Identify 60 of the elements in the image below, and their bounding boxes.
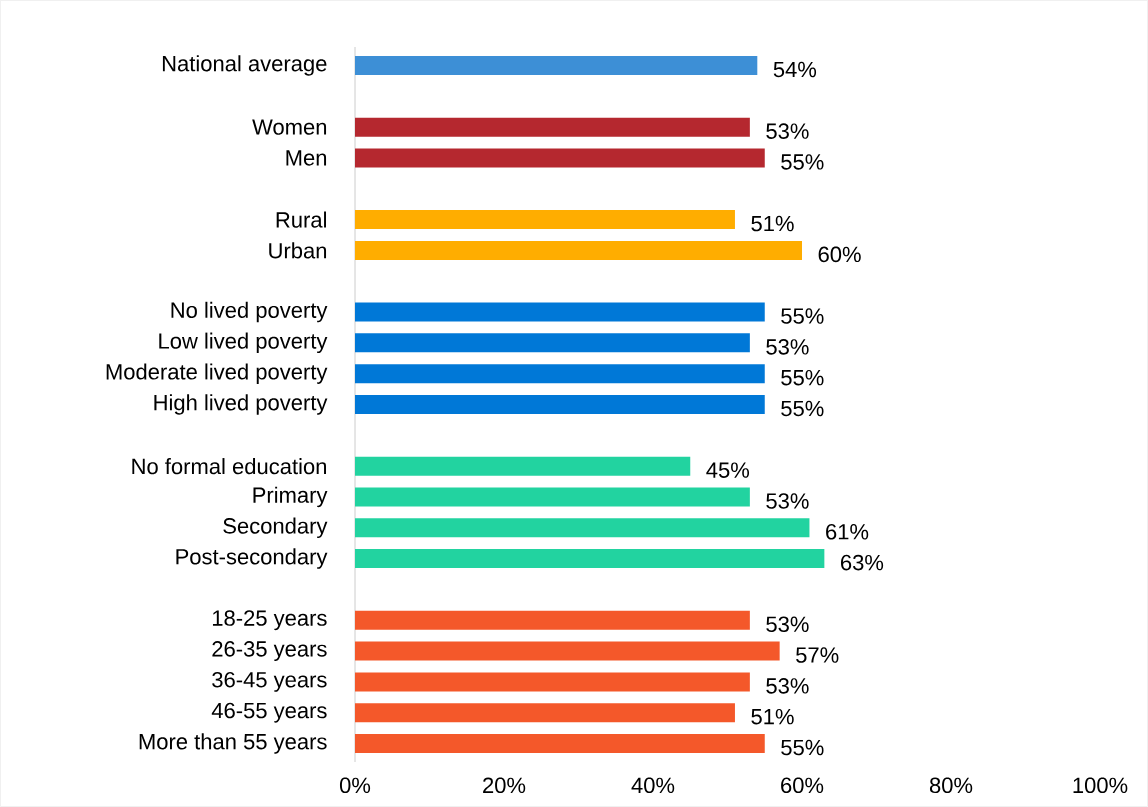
x-tick-label: 0% bbox=[339, 777, 371, 794]
bar bbox=[355, 395, 765, 415]
data-label: 53% bbox=[766, 616, 809, 633]
data-label: 55% bbox=[781, 154, 824, 170]
y-tick-label: Secondary bbox=[223, 517, 328, 539]
y-tick-label: Post-secondary bbox=[176, 548, 328, 569]
bar bbox=[355, 55, 758, 75]
y-tick-label: 18-25 years bbox=[212, 610, 327, 631]
data-label: 61% bbox=[826, 523, 869, 540]
y-tick-label: Primary bbox=[253, 486, 328, 508]
x-tick-label: 40% bbox=[631, 777, 675, 794]
data-label: 57% bbox=[796, 647, 839, 663]
data-label: 51% bbox=[751, 708, 794, 725]
bar bbox=[355, 549, 825, 569]
data-label: 53% bbox=[766, 123, 809, 139]
bar bbox=[355, 302, 765, 322]
data-label: 55% bbox=[781, 369, 824, 386]
bar bbox=[355, 703, 735, 723]
data-label: 54% bbox=[773, 61, 817, 78]
bar bbox=[355, 610, 750, 630]
x-tick-label: 20% bbox=[483, 777, 526, 794]
bar bbox=[355, 672, 750, 692]
y-tick-label: No formal education bbox=[132, 458, 326, 475]
bar bbox=[355, 117, 750, 137]
y-tick-label: 26-35 years bbox=[212, 641, 327, 662]
bar bbox=[355, 364, 765, 384]
y-tick-label: 46-55 years bbox=[211, 702, 327, 723]
bar bbox=[355, 210, 735, 230]
bar bbox=[355, 456, 691, 476]
x-tick-label: 60% bbox=[781, 777, 824, 794]
x-tick-label: 100% bbox=[1073, 777, 1128, 794]
data-label: 60% bbox=[818, 246, 861, 263]
data-label: 55% bbox=[781, 739, 824, 756]
bar bbox=[355, 734, 765, 754]
data-label: 55% bbox=[781, 400, 824, 417]
y-tick-label: Women bbox=[252, 119, 327, 135]
y-tick-label: 36-45 years bbox=[212, 671, 327, 692]
y-tick-label: National average bbox=[162, 55, 327, 76]
y-tick-label: Low lived poverty bbox=[159, 332, 328, 354]
bar bbox=[355, 487, 750, 507]
data-label: 53% bbox=[766, 493, 809, 509]
y-tick-label: More than 55 years bbox=[139, 733, 327, 754]
bar bbox=[355, 240, 803, 260]
data-label: 45% bbox=[706, 462, 750, 478]
data-label: 53% bbox=[766, 339, 809, 355]
y-tick-label: High lived poverty bbox=[154, 394, 328, 415]
data-label: 53% bbox=[766, 678, 809, 694]
y-tick-label: Rural bbox=[276, 211, 326, 228]
y-tick-label: No lived poverty bbox=[171, 301, 328, 323]
y-tick-label: Men bbox=[286, 150, 327, 166]
bar bbox=[355, 641, 780, 661]
data-label: 63% bbox=[841, 554, 884, 571]
y-tick-label: Urban bbox=[269, 242, 327, 259]
bar bbox=[355, 333, 750, 353]
bar bbox=[355, 518, 810, 538]
bar bbox=[355, 148, 765, 168]
data-label: 51% bbox=[751, 215, 794, 232]
data-label: 55% bbox=[781, 308, 824, 324]
y-tick-label: Moderate lived poverty bbox=[106, 363, 328, 384]
x-tick-label: 80% bbox=[929, 777, 973, 794]
